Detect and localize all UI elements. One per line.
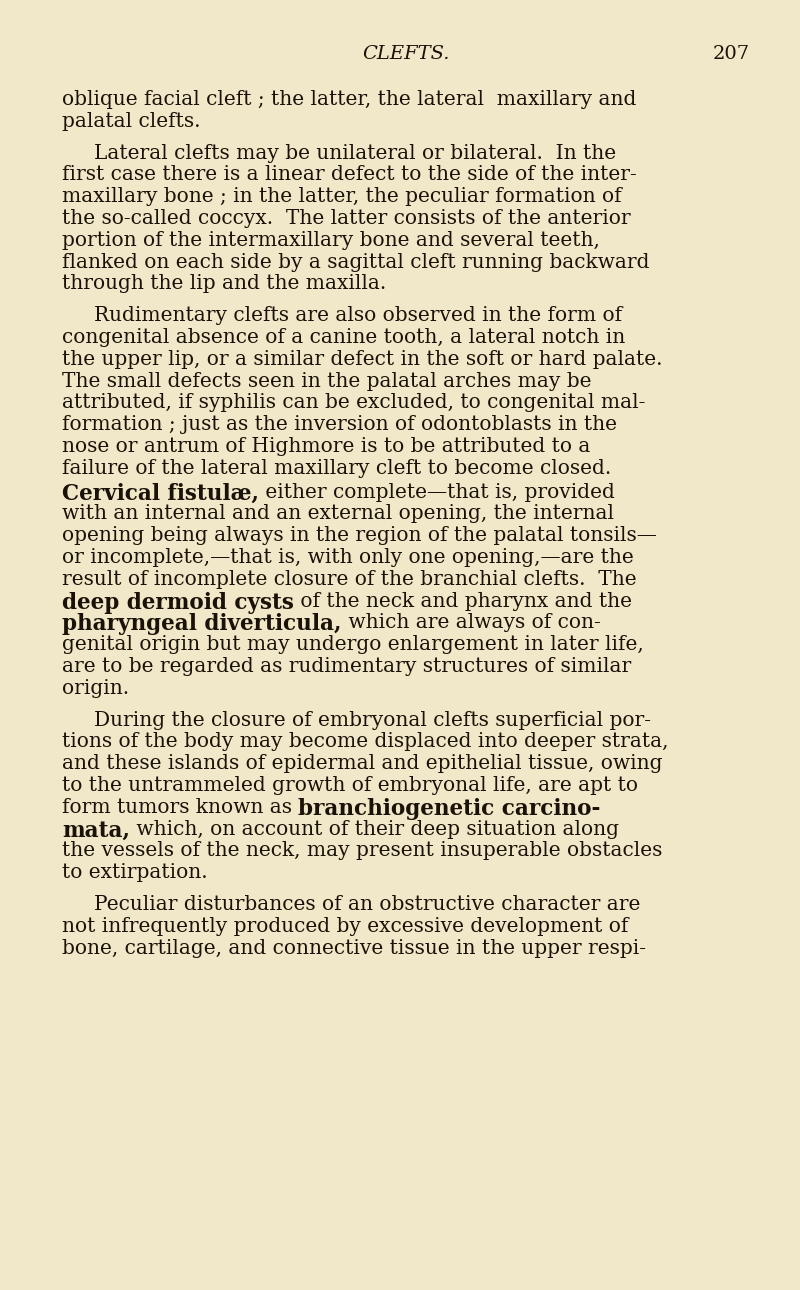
Text: deep dermoid cysts: deep dermoid cysts (62, 592, 294, 614)
Text: flanked on each side by a sagittal cleft running backward: flanked on each side by a sagittal cleft… (62, 253, 650, 272)
Text: Rudimentary clefts are also observed in the form of: Rudimentary clefts are also observed in … (94, 306, 622, 325)
Text: bone, cartilage, and connective tissue in the upper respi-: bone, cartilage, and connective tissue i… (62, 939, 646, 957)
Text: are to be regarded as rudimentary structures of similar: are to be regarded as rudimentary struct… (62, 657, 631, 676)
Text: through the lip and the maxilla.: through the lip and the maxilla. (62, 275, 386, 293)
Text: not infrequently produced by excessive development of: not infrequently produced by excessive d… (62, 917, 628, 935)
Text: portion of the intermaxillary bone and several teeth,: portion of the intermaxillary bone and s… (62, 231, 600, 250)
Text: formation ; just as the inversion of odontoblasts in the: formation ; just as the inversion of odo… (62, 415, 617, 435)
Text: or incomplete,—that is, with only one opening,—are the: or incomplete,—that is, with only one op… (62, 548, 634, 568)
Text: mata,: mata, (62, 819, 130, 841)
Text: opening being always in the region of the palatal tonsils—: opening being always in the region of th… (62, 526, 657, 546)
Text: origin.: origin. (62, 679, 129, 698)
Text: first case there is a linear defect to the side of the inter-: first case there is a linear defect to t… (62, 165, 637, 184)
Text: During the closure of embryonal clefts superficial por-: During the closure of embryonal clefts s… (94, 711, 651, 730)
Text: Lateral clefts may be unilateral or bilateral.  In the: Lateral clefts may be unilateral or bila… (94, 143, 616, 163)
Text: genital origin but may undergo enlargement in later life,: genital origin but may undergo enlargeme… (62, 635, 644, 654)
Text: congenital absence of a canine tooth, a lateral notch in: congenital absence of a canine tooth, a … (62, 328, 626, 347)
Text: failure of the lateral maxillary cleft to become closed.: failure of the lateral maxillary cleft t… (62, 459, 611, 477)
Text: the upper lip, or a similar defect in the soft or hard palate.: the upper lip, or a similar defect in th… (62, 350, 662, 369)
Text: CLEFTS.: CLEFTS. (362, 45, 450, 63)
Text: The small defects seen in the palatal arches may be: The small defects seen in the palatal ar… (62, 372, 591, 391)
Text: with an internal and an external opening, the internal: with an internal and an external opening… (62, 504, 614, 524)
Text: pharyngeal diverticula,: pharyngeal diverticula, (62, 614, 342, 636)
Text: of the neck and pharynx and the: of the neck and pharynx and the (294, 592, 632, 610)
Text: which, on account of their deep situation along: which, on account of their deep situatio… (130, 819, 619, 838)
Text: and these islands of epidermal and epithelial tissue, owing: and these islands of epidermal and epith… (62, 755, 662, 773)
Text: palatal clefts.: palatal clefts. (62, 112, 201, 130)
Text: attributed, if syphilis can be excluded, to congenital mal-: attributed, if syphilis can be excluded,… (62, 393, 646, 413)
Text: tions of the body may become displaced into deeper strata,: tions of the body may become displaced i… (62, 733, 669, 751)
Text: branchiogenetic carcino-: branchiogenetic carcino- (298, 797, 601, 820)
Text: the so-called coccyx.  The latter consists of the anterior: the so-called coccyx. The latter consist… (62, 209, 630, 228)
Text: to the untrammeled growth of embryonal life, are apt to: to the untrammeled growth of embryonal l… (62, 777, 638, 795)
Text: nose or antrum of Highmore is to be attributed to a: nose or antrum of Highmore is to be attr… (62, 437, 590, 455)
Text: maxillary bone ; in the latter, the peculiar formation of: maxillary bone ; in the latter, the pecu… (62, 187, 622, 206)
Text: form tumors known as: form tumors known as (62, 797, 298, 817)
Text: oblique facial cleft ; the latter, the lateral  maxillary and: oblique facial cleft ; the latter, the l… (62, 90, 636, 108)
Text: the vessels of the neck, may present insuperable obstacles: the vessels of the neck, may present ins… (62, 841, 662, 860)
Text: Peculiar disturbances of an obstructive character are: Peculiar disturbances of an obstructive … (94, 895, 640, 915)
Text: Cervical fistulæ,: Cervical fistulæ, (62, 482, 259, 504)
Text: which are always of con-: which are always of con- (342, 614, 600, 632)
Text: to extirpation.: to extirpation. (62, 863, 208, 882)
Text: 207: 207 (713, 45, 750, 63)
Text: result of incomplete closure of the branchial clefts.  The: result of incomplete closure of the bran… (62, 570, 637, 588)
Text: either complete—that is, provided: either complete—that is, provided (259, 482, 615, 502)
